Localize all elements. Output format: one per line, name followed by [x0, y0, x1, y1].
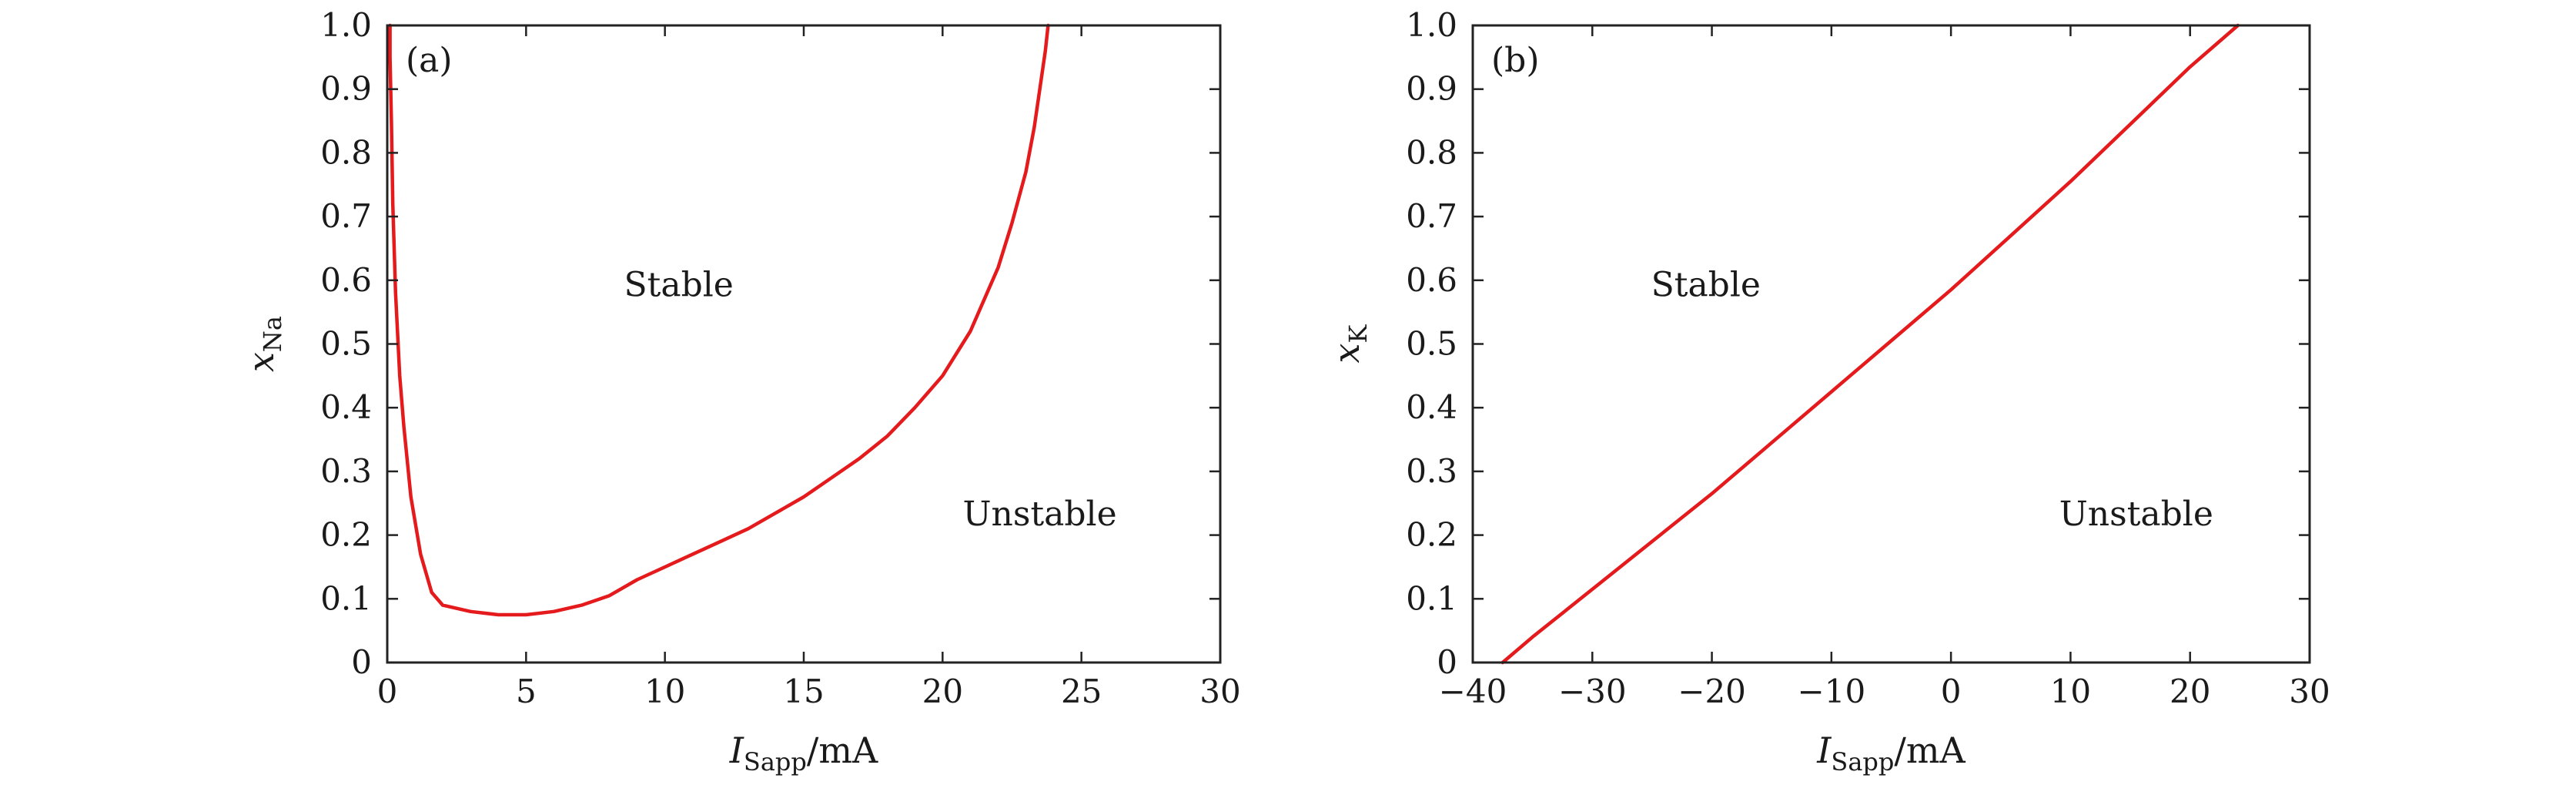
- region-annotation: Unstable: [962, 495, 1116, 534]
- panel-b-chart: −40 −30 −20 −10 0 10 20 30 0 0.1 0.2 0.3 0.4 0.5 0.6 0.…: [1326, 6, 2330, 777]
- x-axis-label-subscript: Sapp: [1831, 747, 1894, 777]
- panel-label: (a): [406, 41, 453, 80]
- y-tick-label: 1.0: [320, 6, 372, 44]
- y-tick-label: 0.6: [1406, 261, 1457, 299]
- panel-a-chart: 0 5 10 15 20 25 30 0 0.1 0.2 0.3 0.4 0.5 0.6 0.7 0.8 0.9…: [240, 6, 1241, 777]
- y-tick-label: 1.0: [1406, 6, 1457, 44]
- y-tick-label: 0.5: [1406, 325, 1457, 363]
- x-tick-label: −30: [1558, 673, 1627, 710]
- panel-label: (b): [1491, 41, 1540, 80]
- series-line: [1500, 23, 2240, 665]
- y-tick-label: 0.6: [320, 261, 372, 299]
- x-tick-label: −10: [1798, 673, 1866, 710]
- y-axis-label-subscript: K: [1343, 324, 1373, 343]
- x-tick-label: 20: [2170, 673, 2210, 710]
- x-axis-label: ISapp/mA: [729, 730, 878, 777]
- x-tick-label: 30: [1199, 673, 1240, 710]
- x-axis-label: ISapp/mA: [1816, 730, 1965, 777]
- x-axis-label-symbol: I: [729, 730, 744, 771]
- y-tick-label: 0.9: [1406, 70, 1457, 108]
- plot-frame: [1471, 24, 2311, 664]
- x-tick-label: 15: [783, 673, 824, 710]
- y-tick-label: 0.4: [1406, 388, 1457, 426]
- y-axis-label-subscript: Na: [258, 316, 287, 352]
- y-tick-label: 0.3: [1406, 452, 1457, 490]
- x-axis-label-subscript: Sapp: [744, 747, 807, 777]
- y-tick-label: 0.1: [320, 579, 372, 617]
- x-tick-label: −20: [1678, 673, 1746, 710]
- region-annotation: Stable: [1651, 265, 1761, 304]
- y-tick-label: 0.4: [320, 388, 372, 426]
- x-tick-label: 10: [644, 673, 685, 710]
- x-axis-label-unit: /mA: [807, 730, 878, 771]
- x-tick-label: 5: [516, 673, 537, 710]
- region-annotation: Stable: [624, 265, 734, 304]
- plot-frame: [386, 24, 1222, 664]
- y-tick-label: 0.8: [1406, 133, 1457, 171]
- x-axis-label-symbol: I: [1816, 730, 1832, 771]
- x-axis-label-unit: /mA: [1894, 730, 1965, 771]
- y-axis-label: xK: [1326, 324, 1373, 363]
- region-annotation: Unstable: [2059, 495, 2213, 534]
- y-tick-label: 0.9: [320, 70, 372, 108]
- y-tick-label: 0.7: [320, 197, 372, 235]
- y-axis-label-symbol: x: [1326, 343, 1367, 363]
- y-tick-label: 0.8: [320, 133, 372, 171]
- x-tick-label: 0: [1941, 673, 1962, 710]
- y-tick-label: 0.5: [320, 325, 372, 363]
- y-axis-label-symbol: x: [240, 352, 282, 372]
- y-tick-label: 0: [351, 643, 372, 681]
- y-tick-label: 0: [1437, 643, 1457, 681]
- y-tick-label: 0.2: [1406, 516, 1457, 554]
- y-tick-label: 0.1: [1406, 579, 1457, 617]
- x-tick-label: 30: [2289, 673, 2330, 710]
- series-line: [388, 23, 1050, 617]
- x-tick-label: −40: [1439, 673, 1507, 710]
- y-tick-label: 0.7: [1406, 197, 1457, 235]
- x-tick-label: 0: [377, 673, 398, 710]
- x-tick-label: 20: [922, 673, 963, 710]
- x-tick-label: 25: [1061, 673, 1102, 710]
- y-tick-label: 0.3: [320, 452, 372, 490]
- y-tick-label: 0.2: [320, 516, 372, 554]
- y-axis-label: xNa: [240, 316, 287, 372]
- x-tick-label: 10: [2050, 673, 2091, 710]
